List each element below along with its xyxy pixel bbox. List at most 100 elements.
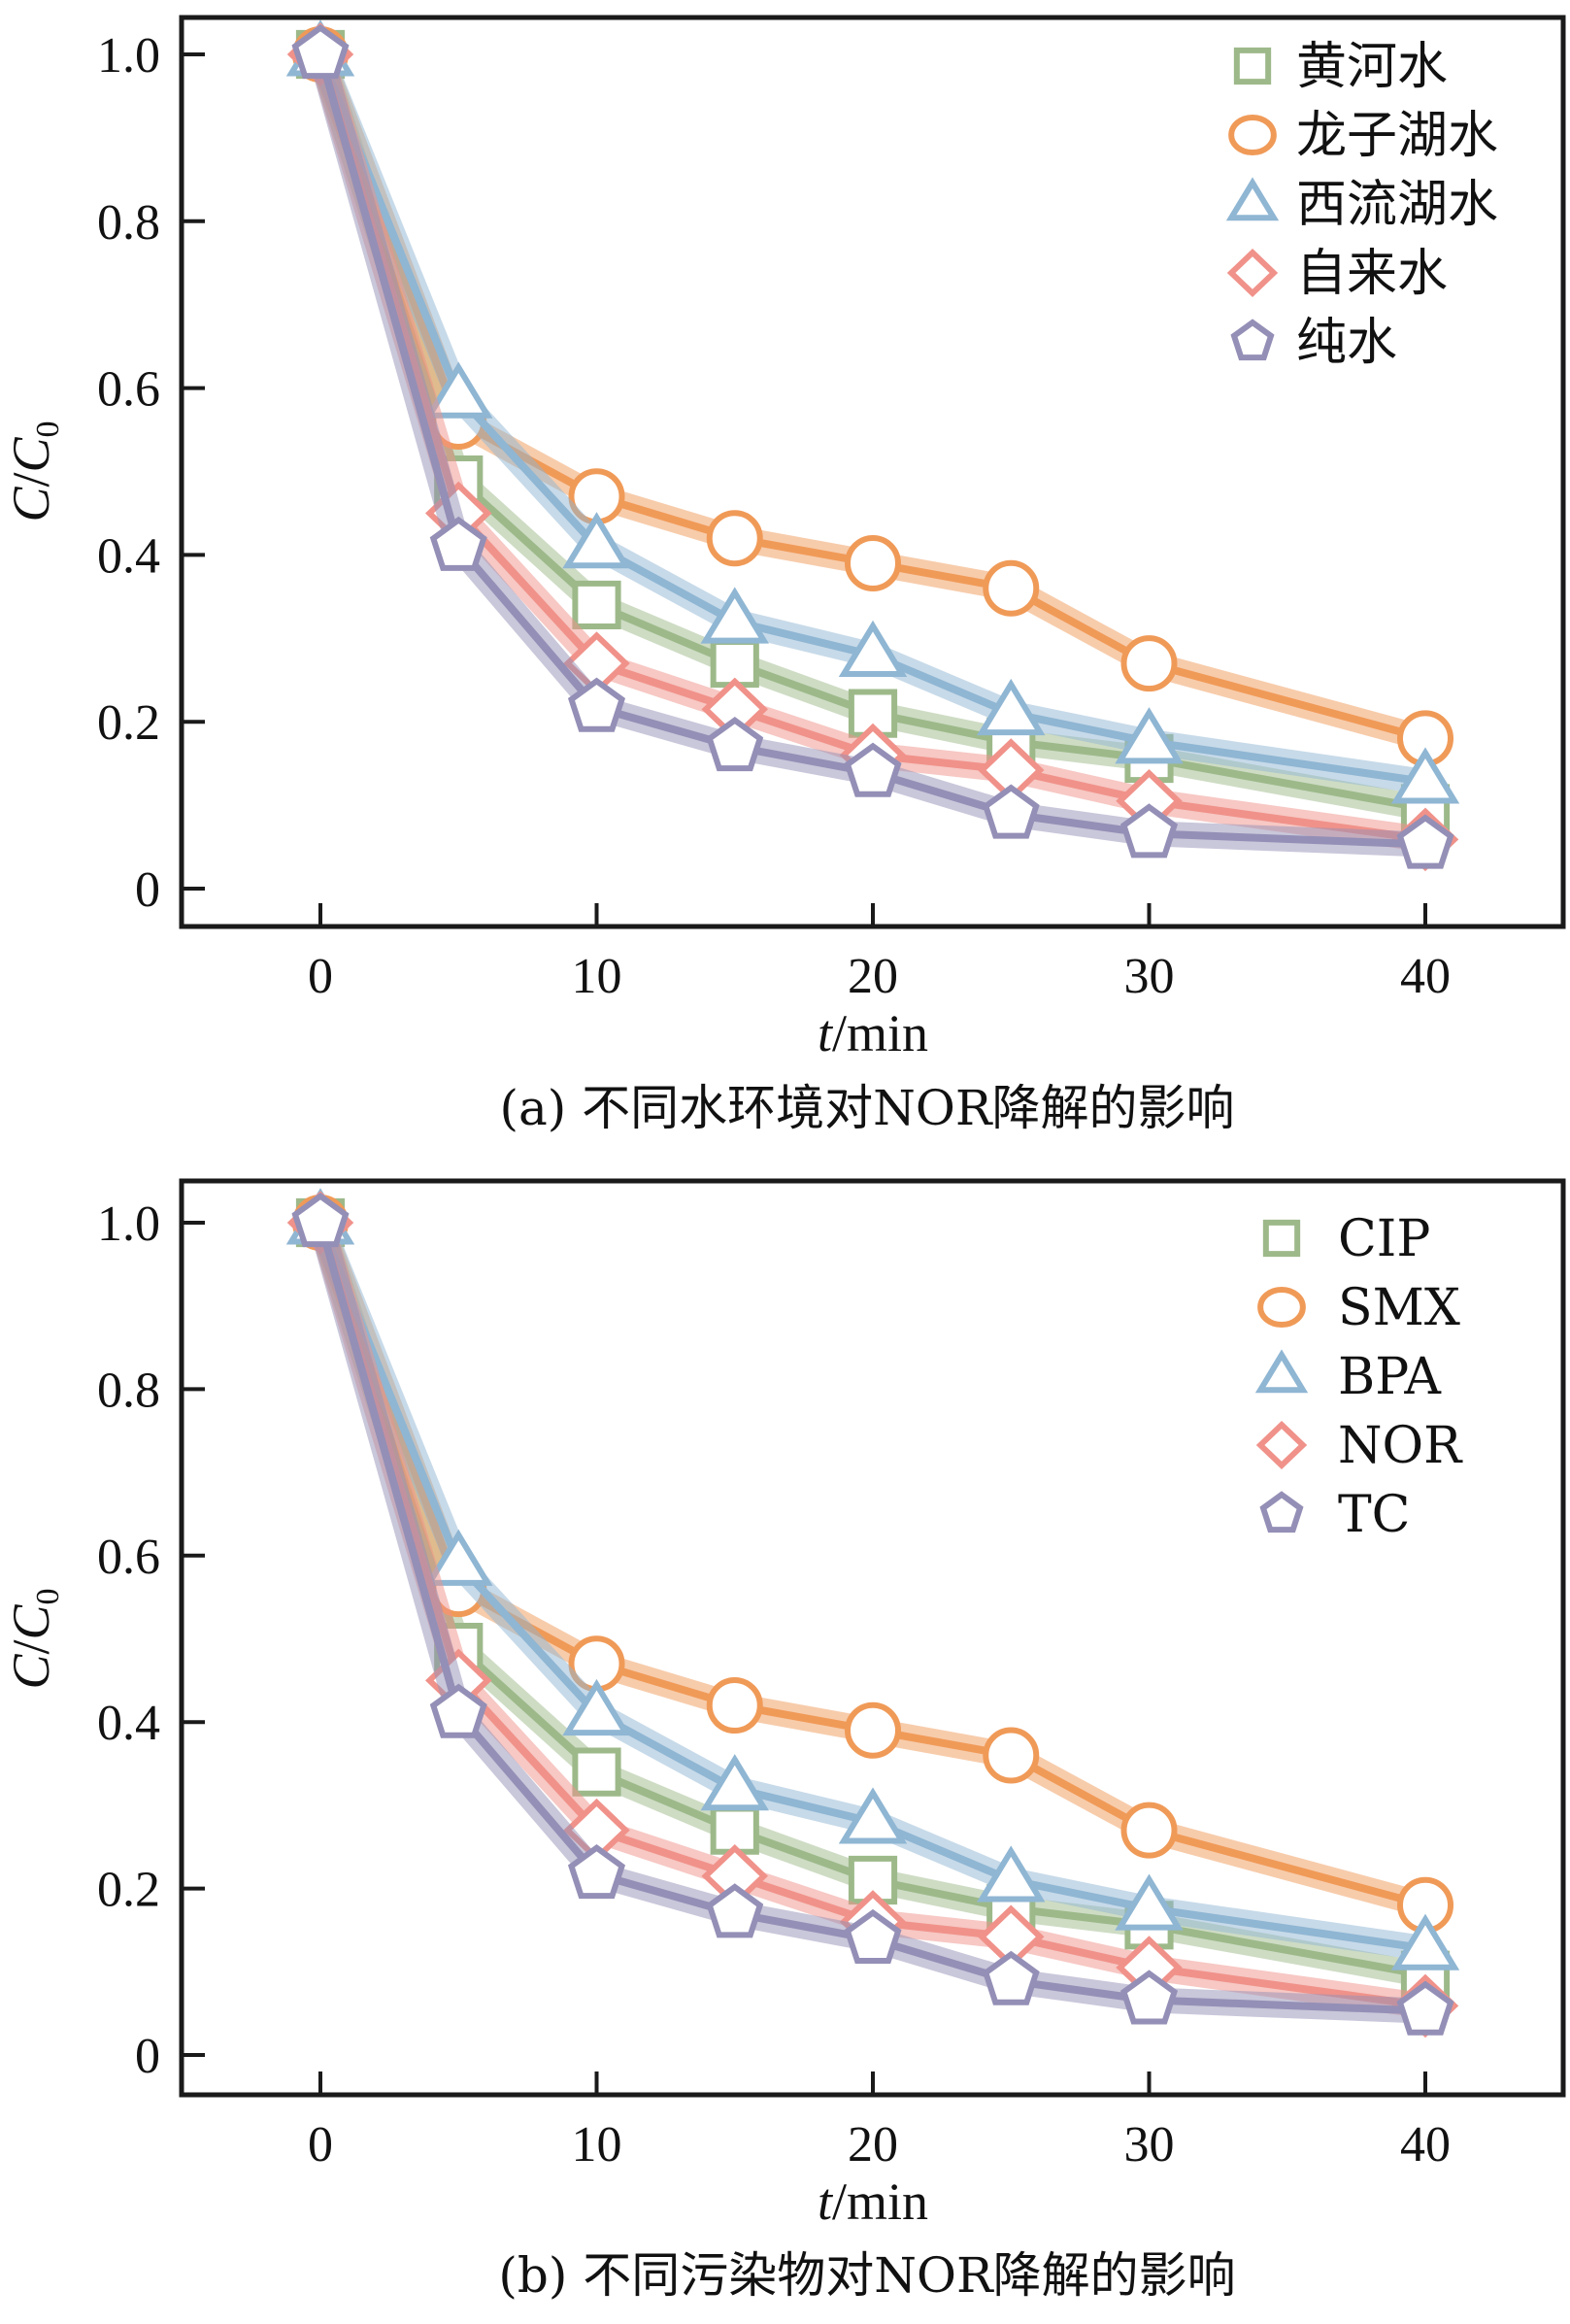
x-axis-label-unit: /min [832, 2172, 928, 2231]
data-point [983, 1727, 1040, 1784]
x-tick-label: 40 [1400, 949, 1451, 1004]
y-axis-label-slash: / [2, 472, 60, 487]
data-point [848, 1855, 898, 1905]
data-point [982, 1950, 1040, 2005]
x-axis-label-unit: /min [832, 1004, 928, 1062]
legend-item-0: CIP [1262, 1210, 1430, 1268]
chart-panel-a: 00.20.40.60.81.00 10 20 30 40t/minC/C0黄河水龙子湖… [2, 15, 1566, 1136]
data-point [845, 534, 901, 591]
legend-item-1: SMX [1257, 1279, 1460, 1337]
x-tick-label: 30 [1124, 949, 1175, 1004]
data-point [567, 677, 626, 732]
legend-marker-diamond [1255, 1420, 1308, 1470]
data-point [700, 587, 769, 644]
data-point [1390, 747, 1460, 804]
y-axis-label-c: C [2, 487, 60, 522]
y-tick-label: 0 [135, 862, 160, 918]
y-tick-label: 0.4 [97, 528, 160, 584]
y-tick-label: 0.2 [97, 695, 160, 751]
data-point [844, 1908, 902, 1964]
x-tick-label: 10 [572, 949, 622, 1004]
legend-label: BPA [1338, 1348, 1442, 1406]
data-point [562, 1678, 631, 1736]
legend-label: CIP [1338, 1210, 1430, 1268]
y-tick-label: 0.4 [97, 1696, 160, 1751]
y-axis-label: C/C0 [2, 1588, 66, 1689]
data-point [844, 742, 902, 797]
legend-item-4: TC [1259, 1486, 1410, 1544]
figure-caption: (b) 不同污染物对NOR降解的影响 [498, 2247, 1235, 2304]
y-tick-label: 0.8 [97, 1363, 160, 1418]
x-axis-label: t/min [818, 1004, 928, 1062]
data-point [838, 620, 908, 677]
y-tick-label: 0 [135, 2029, 160, 2084]
series-4 [291, 1192, 1454, 2036]
y-tick-label: 0.6 [97, 1530, 160, 1585]
data-point [562, 512, 631, 569]
data-point [424, 361, 493, 419]
legend-item-3: 自来水 [1226, 245, 1448, 303]
y-axis-label-slash: / [2, 1639, 60, 1654]
data-point [429, 516, 487, 571]
x-tick-label: 20 [848, 949, 898, 1004]
data-point [706, 510, 763, 567]
y-axis-label-c0: C [2, 436, 60, 472]
x-tick-label: 40 [1400, 2117, 1451, 2172]
legend-marker-square [1233, 47, 1272, 85]
legend-label: SMX [1338, 1279, 1460, 1337]
legend: CIP SMX BPA NOR TC [1254, 1210, 1463, 1544]
legend-marker-diamond [1226, 248, 1279, 298]
y-axis-label-c0: C [2, 1603, 60, 1639]
legend-label: 龙子湖水 [1296, 107, 1498, 165]
data-point [1119, 803, 1179, 859]
y-axis-label-subscript: 0 [30, 1588, 66, 1604]
legend-label: NOR [1338, 1417, 1463, 1475]
data-point [1120, 1802, 1178, 1859]
y-tick-label: 0.6 [97, 362, 160, 418]
data-point [1396, 1980, 1454, 2036]
data-point [567, 1843, 626, 1900]
x-tick-label: 0 [308, 2117, 333, 2172]
series-line [317, 52, 1426, 786]
legend-item-3: NOR [1255, 1417, 1463, 1475]
data-point [977, 678, 1046, 736]
data-point [291, 1192, 350, 1248]
y-axis-label-c: C [2, 1654, 60, 1690]
x-tick-label: 10 [572, 2117, 622, 2172]
data-point [1115, 1873, 1184, 1931]
series-line [317, 1221, 1426, 1953]
data-point [429, 1683, 487, 1738]
legend-marker-triangle [1254, 1349, 1309, 1394]
data-point [838, 1787, 908, 1844]
legend-item-2: 西流湖水 [1225, 176, 1498, 234]
data-point [572, 1747, 621, 1797]
legend-marker-square [1262, 1219, 1301, 1258]
x-axis-label-variable: t [818, 2172, 834, 2231]
legend-label: 纯水 [1296, 314, 1397, 372]
y-axis-label-subscript: 0 [30, 421, 66, 437]
legend-label: 黄河水 [1296, 38, 1448, 96]
legend-label: TC [1338, 1486, 1410, 1544]
y-tick-label: 1.0 [97, 1196, 160, 1252]
data-point [1119, 1970, 1179, 2025]
legend-marker-circle [1228, 114, 1277, 156]
x-axis-label: t/min [818, 2172, 928, 2231]
x-axis-label-variable: t [818, 1004, 834, 1062]
legend-marker-triangle [1225, 177, 1280, 221]
x-tick-label: 20 [848, 2117, 898, 2172]
data-point [572, 580, 621, 630]
data-point [1120, 635, 1178, 692]
legend-marker-pentagon [1259, 1491, 1304, 1533]
x-tick-label: 0 [308, 949, 333, 1004]
legend-item-4: 纯水 [1230, 314, 1397, 372]
legend-item-1: 龙子湖水 [1228, 107, 1498, 165]
y-tick-label: 0.8 [97, 195, 160, 251]
data-point [424, 1529, 493, 1586]
legend-marker-circle [1257, 1286, 1306, 1329]
data-point [706, 1883, 764, 1938]
data-point [1115, 707, 1184, 764]
legend-marker-pentagon [1230, 319, 1275, 361]
chart-panel-b: 00.20.40.60.81.00 10 20 30 40t/minC/C0CIPSMX… [2, 1178, 1566, 2304]
